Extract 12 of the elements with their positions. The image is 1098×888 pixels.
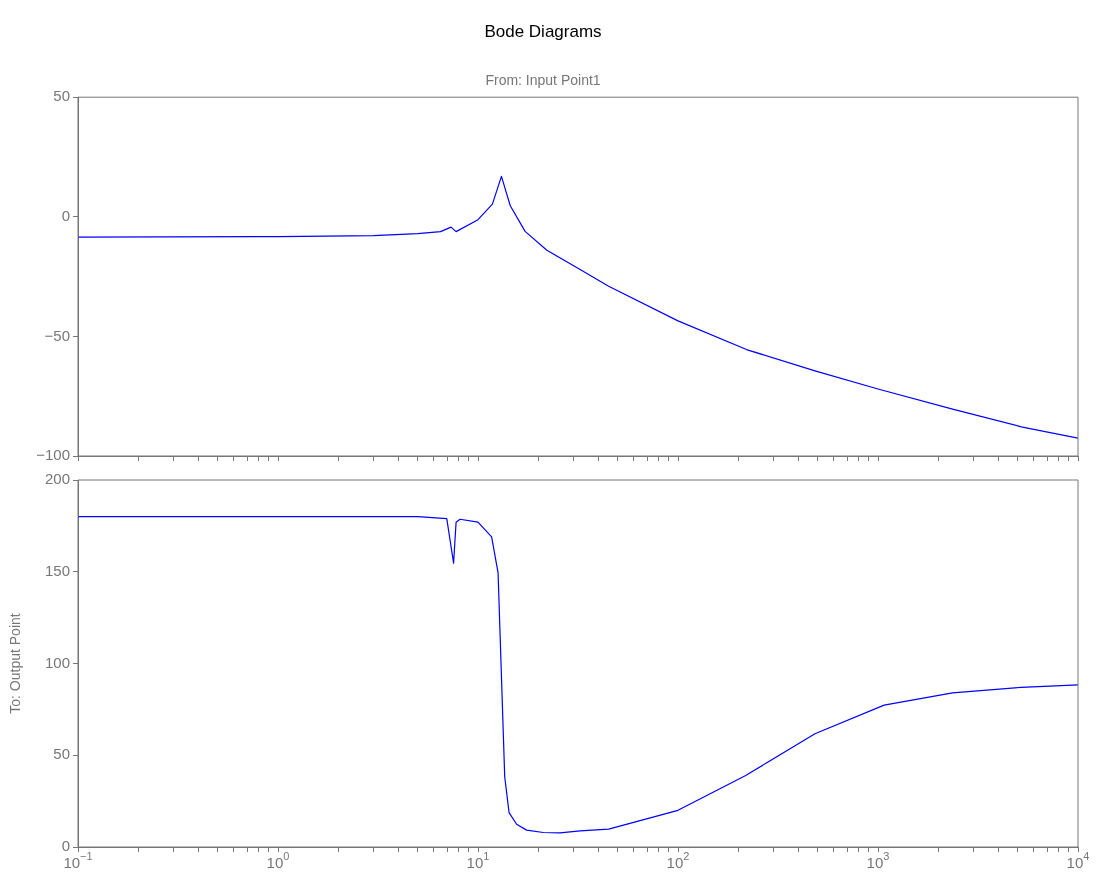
y-tick-label: 50 [53,87,70,105]
y-tick-label: 0 [61,837,70,855]
y-tick-label: 0 [61,206,70,224]
chart-subtitle: From: Input Point1 [485,71,601,88]
y-tick-label: 100 [44,653,70,671]
y-tick-label: 50 [53,745,70,763]
chart-title: Bode Diagrams [484,21,602,41]
y-tick-label: 200 [44,470,70,488]
y-axis-title: To: Output Point [7,613,24,714]
y-tick-label: −100 [36,446,70,464]
y-tick-label: 150 [44,561,70,579]
y-tick-label: −50 [44,326,70,344]
